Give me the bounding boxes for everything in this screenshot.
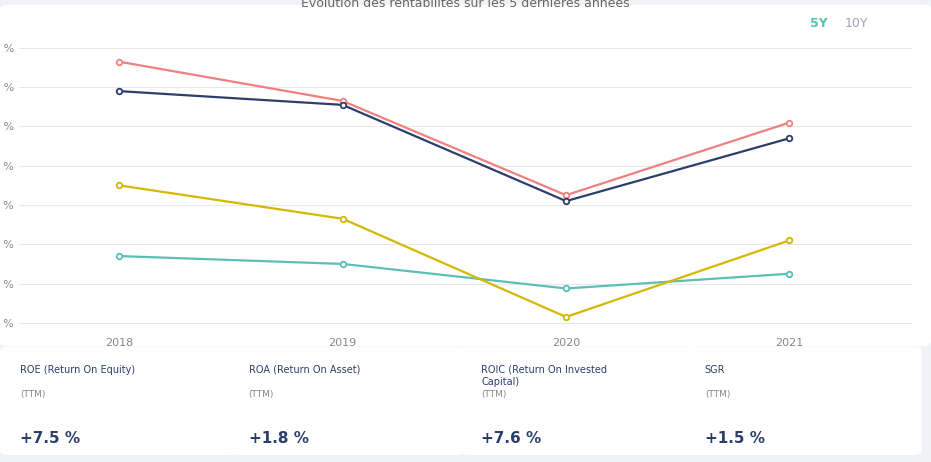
ROIC (Return On Invested Capital) (114, 88, 125, 94)
ROIC (Return On Invested Capital) (337, 102, 348, 108)
Text: (TTM): (TTM) (20, 390, 46, 399)
Title: Évolution des rentabilités sur les 5 dernières années: Évolution des rentabilités sur les 5 der… (302, 0, 629, 10)
Line: ROE (Return On Equity): ROE (Return On Equity) (116, 59, 792, 198)
Text: 10Y: 10Y (844, 17, 869, 30)
Text: +1.8 %: +1.8 % (249, 431, 308, 446)
Text: (TTM): (TTM) (705, 390, 730, 399)
ROA (Return On Asset) (114, 253, 125, 259)
Text: (TTM): (TTM) (481, 390, 506, 399)
Legend: ROE (Return On Equity), ROA (Return On Asset), ROIC (Return On Invested Capital): ROE (Return On Equity), ROA (Return On A… (186, 378, 745, 396)
ROE (Return On Equity) (337, 98, 348, 103)
Text: SGR: SGR (705, 365, 725, 375)
SGR (337, 216, 348, 222)
SGR (114, 182, 125, 188)
Text: ROE (Return On Equity): ROE (Return On Equity) (20, 365, 136, 375)
ROE (Return On Equity) (784, 120, 795, 125)
ROIC (Return On Invested Capital) (784, 135, 795, 141)
Text: (TTM): (TTM) (249, 390, 274, 399)
Line: SGR: SGR (116, 182, 792, 320)
Text: 5Y: 5Y (810, 17, 829, 30)
Text: +1.5 %: +1.5 % (705, 431, 764, 446)
ROA (Return On Asset) (784, 271, 795, 276)
SGR (560, 314, 572, 320)
ROIC (Return On Invested Capital) (560, 198, 572, 204)
ROE (Return On Equity) (560, 192, 572, 198)
Text: ROA (Return On Asset): ROA (Return On Asset) (249, 365, 360, 375)
Line: ROIC (Return On Invested Capital): ROIC (Return On Invested Capital) (116, 88, 792, 204)
Line: ROA (Return On Asset): ROA (Return On Asset) (116, 253, 792, 291)
ROE (Return On Equity) (114, 59, 125, 64)
ROA (Return On Asset) (337, 261, 348, 267)
Text: +7.5 %: +7.5 % (20, 431, 81, 446)
SGR (784, 237, 795, 243)
Text: ROIC (Return On Invested
Capital): ROIC (Return On Invested Capital) (481, 365, 607, 387)
ROA (Return On Asset) (560, 286, 572, 291)
Text: +7.6 %: +7.6 % (481, 431, 542, 446)
